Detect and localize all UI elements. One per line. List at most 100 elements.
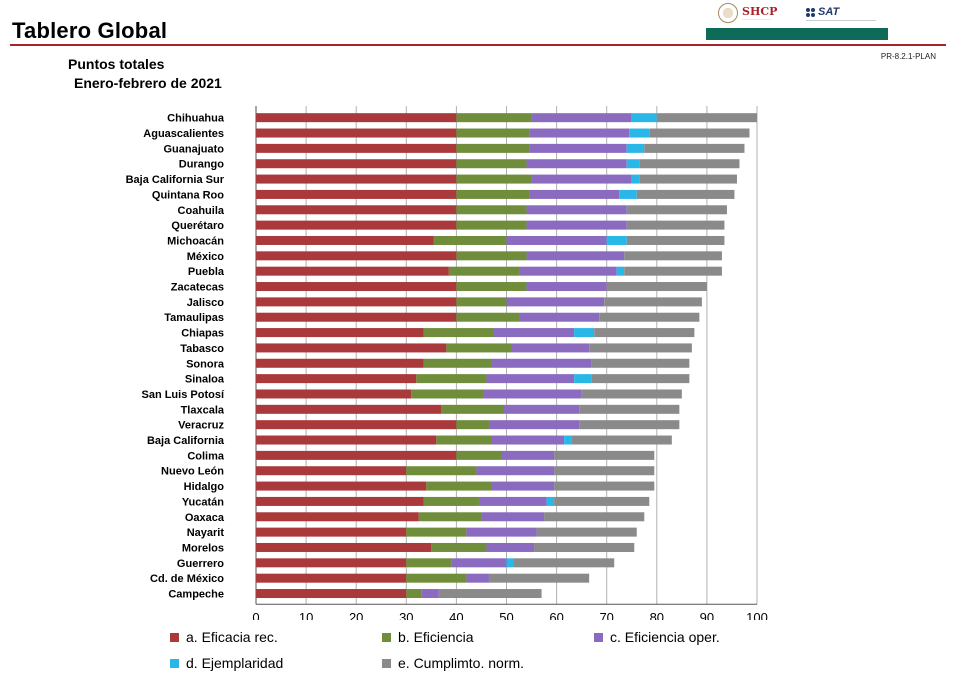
chart-legend: a. Eficacia rec. b. Eficiencia c. Eficie… — [170, 627, 790, 673]
bar-segment-eficiencia_oper — [506, 235, 607, 245]
bar-segment-eficacia — [256, 235, 434, 245]
bar-segment-eficiencia — [456, 420, 489, 430]
bar-segment-eficiencia_oper — [466, 573, 489, 583]
bar-segment-eficacia — [256, 542, 432, 552]
bar-segment-cumplimiento — [579, 420, 680, 430]
bar-segment-cumplimiento — [571, 435, 672, 445]
bar-segment-cumplimiento — [626, 205, 727, 215]
sat-logo-text: SAT — [818, 6, 840, 18]
bar-segment-eficiencia_oper — [501, 450, 555, 460]
category-label: San Luis Potosí — [141, 389, 224, 401]
bar-segment-cumplimiento — [591, 374, 690, 384]
legend-item-eficiencia: b. Eficiencia — [382, 629, 473, 645]
bar-segment-eficiencia_oper — [531, 113, 632, 123]
bar-segment-eficiencia — [456, 128, 530, 138]
category-label: Chihuahua — [167, 113, 225, 125]
bar-segment-cumplimiento — [624, 266, 722, 276]
bar-segment-cumplimiento — [604, 297, 702, 307]
bar-segment-eficiencia_oper — [481, 512, 545, 522]
bar-segment-eficacia — [256, 589, 407, 599]
bar-segment-eficiencia — [456, 205, 527, 215]
bar-segment-eficiencia_oper — [526, 159, 627, 169]
document-code: PR-8.2.1-PLAN — [880, 52, 936, 61]
category-label: Querétaro — [171, 220, 224, 232]
bar-segment-eficacia — [256, 189, 457, 199]
bar-segment-eficiencia — [456, 113, 532, 123]
category-label: Veracruz — [178, 420, 224, 432]
bar-segment-eficiencia — [406, 589, 422, 599]
legend-item-ejemplaridad: d. Ejemplaridad — [170, 655, 283, 671]
bar-segment-cumplimiento — [579, 404, 680, 414]
category-label: Baja California Sur — [126, 174, 225, 186]
bar-segment-eficacia — [256, 496, 424, 506]
bar-segment-cumplimiento — [534, 542, 635, 552]
category-label: Michoacán — [167, 235, 224, 247]
bar-segment-ejemplaridad — [616, 266, 625, 276]
bar-segment-cumplimiento — [554, 481, 655, 491]
bar-segment-cumplimiento — [554, 496, 650, 506]
sat-underline — [806, 20, 876, 21]
category-label: México — [187, 251, 225, 263]
bar-segment-eficiencia — [416, 374, 487, 384]
bar-segment-eficiencia_oper — [526, 282, 607, 292]
bar-segment-eficiencia — [456, 450, 502, 460]
bar-segment-ejemplaridad — [564, 435, 572, 445]
bar-segment-eficiencia_oper — [421, 589, 439, 599]
bar-segment-eficiencia — [456, 159, 527, 169]
bar-segment-eficiencia_oper — [491, 358, 592, 368]
bar-segment-cumplimiento — [624, 251, 722, 261]
category-label: Hidalgo — [184, 481, 225, 493]
bar-segment-eficiencia_oper — [519, 266, 617, 276]
shcp-logo: SHCP —————————— — [718, 3, 777, 23]
bar-segment-eficiencia_oper — [529, 128, 630, 138]
x-tick-label: 100 — [746, 610, 768, 620]
bar-segment-ejemplaridad — [574, 374, 592, 384]
legend-swatch-eficiencia — [382, 632, 391, 642]
x-tick-label: 90 — [700, 610, 714, 620]
bar-segment-cumplimiento — [626, 220, 725, 230]
bar-segment-eficiencia — [448, 266, 520, 276]
bar-segment-cumplimiento — [639, 159, 740, 169]
bar-segment-cumplimiento — [626, 235, 725, 245]
category-label: Oaxaca — [185, 512, 225, 524]
bar-segment-eficacia — [256, 266, 449, 276]
bar-segment-ejemplaridad — [626, 143, 645, 153]
category-label: Baja California — [147, 435, 225, 447]
bar-segment-eficiencia_oper — [476, 466, 555, 476]
category-label: Yucatán — [182, 496, 224, 508]
bar-segment-eficacia — [256, 558, 407, 568]
legend-swatch-eficiencia-oper — [594, 632, 603, 642]
shcp-logo-text: SHCP — [742, 4, 778, 18]
bar-segment-eficiencia — [456, 143, 530, 153]
bar-segment-cumplimiento — [591, 358, 690, 368]
bar-segment-eficacia — [256, 312, 457, 322]
bar-segment-eficacia — [256, 466, 407, 476]
bar-segment-cumplimiento — [554, 450, 655, 460]
bar-segment-eficacia — [256, 512, 419, 522]
bar-segment-cumplimiento — [544, 512, 645, 522]
category-label: Nayarit — [187, 527, 225, 539]
bar-segment-eficacia — [256, 450, 457, 460]
bar-segment-eficiencia_oper — [526, 205, 627, 215]
legend-label-eficiencia: b. Eficiencia — [398, 629, 474, 645]
bar-segment-eficacia — [256, 481, 427, 491]
stacked-bar-chart: Chihuahua Aguascalientes Guanajuato Durango… — [126, 106, 768, 620]
bar-segment-eficiencia_oper — [503, 404, 580, 414]
x-tick-label: 40 — [449, 610, 463, 620]
bar-segment-eficacia — [256, 220, 457, 230]
bar-segment-eficiencia — [406, 573, 467, 583]
bar-segment-cumplimiento — [536, 527, 637, 537]
bar-segment-ejemplaridad — [631, 174, 640, 184]
bar-segment-eficiencia — [406, 558, 452, 568]
bar-segment-cumplimiento — [639, 174, 737, 184]
page-title: Tablero Global — [12, 18, 168, 43]
bar-segment-eficacia — [256, 527, 407, 537]
bar-segment-ejemplaridad — [631, 113, 657, 123]
bar-segment-eficiencia_oper — [526, 251, 625, 261]
legend-swatch-ejemplaridad — [170, 658, 179, 668]
bar-segment-eficiencia — [456, 312, 520, 322]
bar-segment-eficiencia — [423, 496, 479, 506]
bar-segment-eficiencia_oper — [486, 374, 575, 384]
x-tick-label: 70 — [599, 610, 613, 620]
bar-segment-eficacia — [256, 343, 447, 353]
